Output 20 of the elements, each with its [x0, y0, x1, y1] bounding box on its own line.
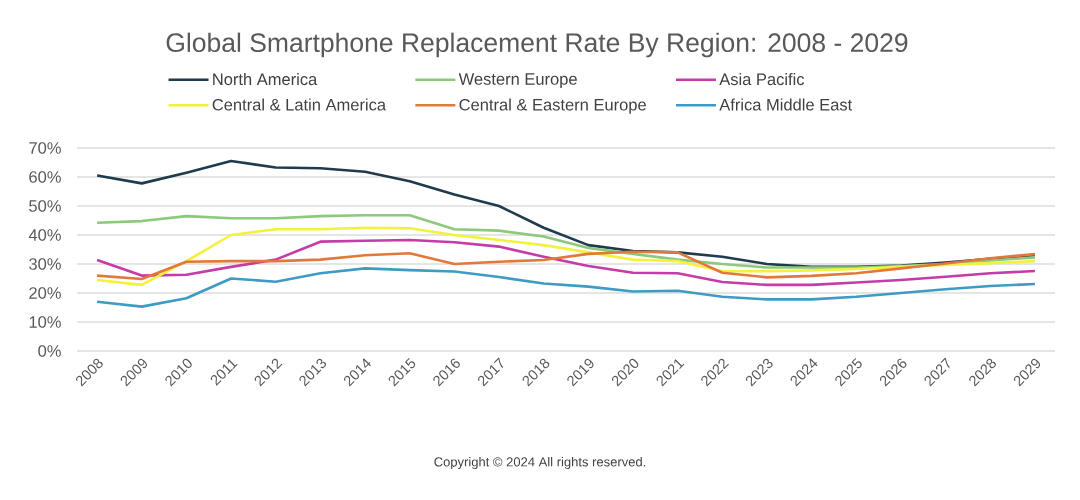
legend-label: Central & Latin America: [212, 98, 387, 111]
y-tick-label: 50%: [29, 200, 61, 212]
line-series: [95, 267, 1037, 308]
legend-label: Asia Pacific: [719, 73, 805, 86]
chart-title: Global Smartphone Replacement Rate By Region: 2008 - 2029: [166, 32, 908, 58]
legend-label: Central & Eastern Europe: [459, 98, 646, 114]
y-tick-label: 30%: [29, 258, 61, 270]
y-tick-label: 10%: [29, 316, 61, 328]
line-series: [95, 250, 1037, 281]
y-tick-label: 40%: [28, 229, 61, 241]
y-tick-label: 20%: [29, 287, 61, 299]
line-series: [95, 226, 1037, 287]
y-tick-label: 0%: [38, 345, 61, 357]
line-series: [95, 238, 1037, 287]
y-tick-label: 70%: [29, 142, 61, 154]
legend-label: North America: [213, 73, 318, 86]
legend-label: Africa Middle East: [719, 98, 853, 111]
text: Copyright © 2024 All rights reserved.: [434, 456, 646, 470]
y-tick-label: 60%: [29, 171, 61, 183]
legend-label: Western Europe: [458, 73, 577, 89]
